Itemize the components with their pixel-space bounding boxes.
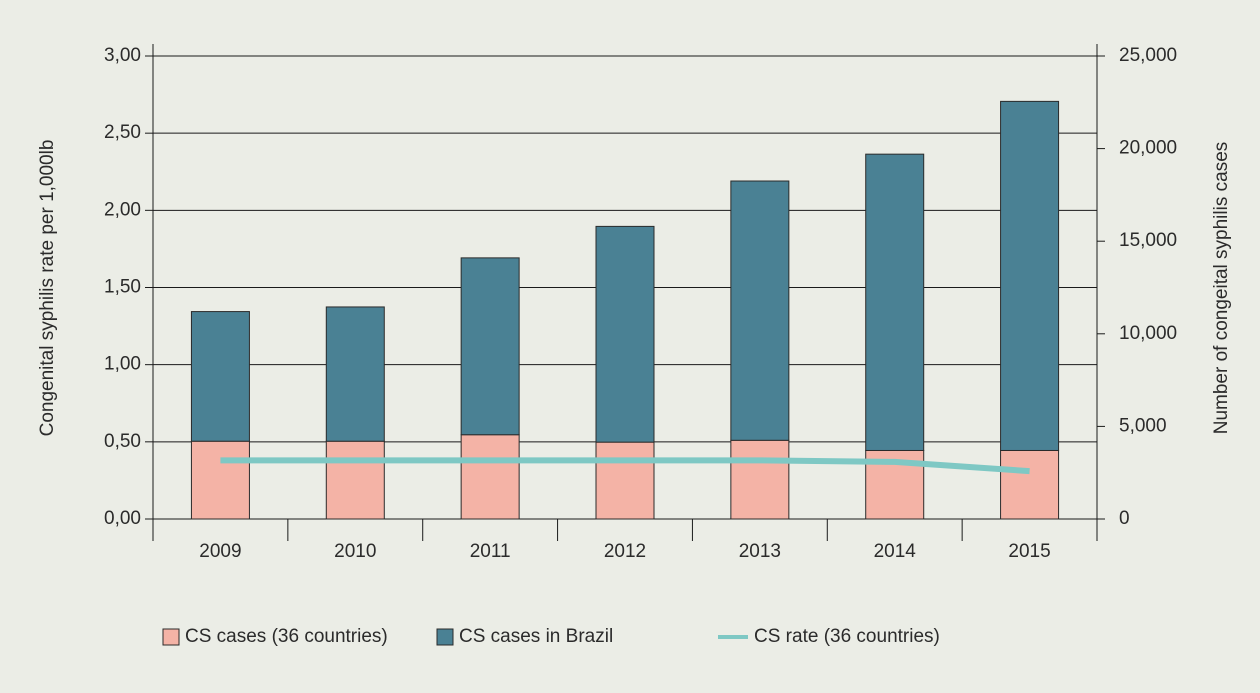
- legend-label: CS cases (36 countries): [185, 626, 388, 647]
- bar: [190, 440, 250, 520]
- y-tick-label: 1,00: [104, 354, 141, 375]
- y-tick-label: 3,00: [104, 45, 141, 66]
- legend-label: CS rate (36 countries): [754, 626, 940, 647]
- bar: [730, 180, 790, 441]
- x-tick-label: 2015: [1008, 541, 1050, 562]
- bar: [865, 153, 925, 451]
- x-tick-label: 2010: [334, 541, 376, 562]
- y-tick-label: 2,00: [104, 199, 141, 220]
- line: [220, 457, 1030, 475]
- bar: [595, 441, 655, 520]
- x-tick-label: 2013: [739, 541, 781, 562]
- bar: [325, 306, 385, 442]
- y-tick-label: 0,50: [104, 431, 141, 452]
- bar: [190, 311, 250, 442]
- legend-swatch: [162, 628, 180, 646]
- legend-label: CS cases in Brazil: [459, 626, 613, 647]
- bar: [595, 225, 655, 443]
- bar: [730, 439, 790, 520]
- y2-tick-label: 5,000: [1119, 415, 1167, 436]
- x-tick-label: 2012: [604, 541, 646, 562]
- legend-swatch: [436, 628, 454, 646]
- y-tick-label: 1,50: [104, 277, 141, 298]
- x-tick-label: 2014: [874, 541, 917, 562]
- y2-tick-label: 25,000: [1119, 45, 1177, 66]
- y-tick-label: 0,00: [104, 508, 141, 529]
- bar: [1000, 449, 1060, 520]
- y2-axis-title: Number of congeital syphilis cases: [1211, 142, 1232, 435]
- y2-tick-label: 15,000: [1119, 230, 1177, 251]
- y-axis-title: Congenital syphilis rate per 1,000lb: [37, 140, 58, 437]
- y2-tick-label: 10,000: [1119, 323, 1177, 344]
- y2-tick-label: 0: [1119, 508, 1130, 529]
- y2-tick-label: 20,000: [1119, 138, 1177, 159]
- bar: [460, 257, 520, 436]
- bar: [325, 440, 385, 520]
- bar: [460, 434, 520, 520]
- y-tick-label: 2,50: [104, 122, 141, 143]
- x-tick-label: 2011: [470, 541, 511, 562]
- bar: [1000, 100, 1060, 451]
- x-tick-label: 2009: [199, 541, 241, 562]
